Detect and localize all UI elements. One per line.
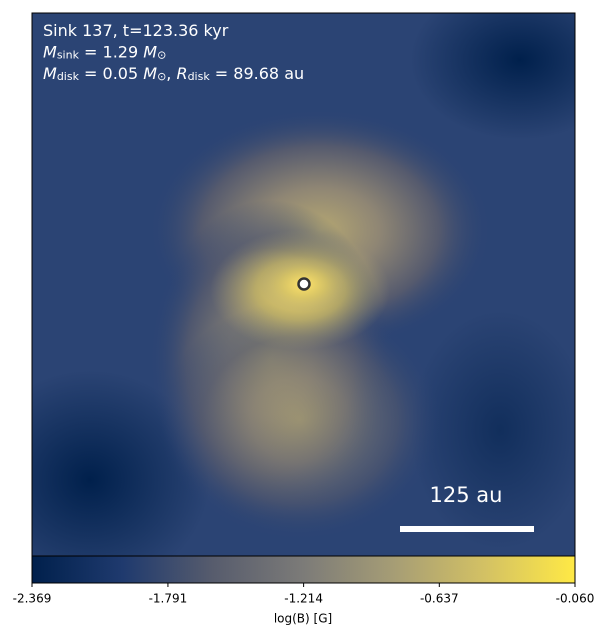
- colorbar-tick-label: -1.791: [149, 592, 188, 606]
- field-image: [32, 13, 575, 556]
- colorbar-tick-label: -2.369: [13, 592, 52, 606]
- annotation-part: ⊙: [157, 48, 166, 61]
- annotation-part: M: [43, 42, 57, 61]
- annotation-part: ,: [166, 64, 176, 83]
- annotation-part: R: [176, 64, 187, 83]
- annotation: Msink = 1.29 M⊙: [43, 42, 166, 61]
- colorbar: -2.369 -1.791 -1.214 -0.637 -0.060: [13, 555, 595, 606]
- annotation-part: M: [143, 64, 157, 83]
- colorbar-tick-label: -1.214: [284, 592, 323, 606]
- colorbar-tick-label: -0.637: [420, 592, 459, 606]
- annotation-part: = 0.05: [79, 64, 143, 83]
- annotation-part: = 89.68 au: [210, 64, 304, 83]
- annotation-part: Sink 137, t=123.36 kyr: [43, 21, 229, 40]
- scale-bar: [400, 526, 534, 532]
- annotation-part: M: [143, 42, 157, 61]
- sink-marker: [297, 277, 311, 291]
- colorbar-fill: [31, 555, 576, 584]
- annotation-part: ⊙: [157, 70, 166, 83]
- scale-bar-label: 125 au: [430, 483, 503, 507]
- annotation: Mdisk = 0.05 M⊙, Rdisk = 89.68 au: [43, 64, 304, 83]
- annotation-part: disk: [188, 70, 211, 83]
- colorbar-tick-label: -0.060: [556, 592, 595, 606]
- annotation-part: M: [43, 64, 57, 83]
- colorbar-label: log(B) [G]: [274, 612, 332, 626]
- annotation-part: = 1.29: [79, 42, 143, 61]
- annotation-part: disk: [57, 70, 80, 83]
- annotation: Sink 137, t=123.36 kyr: [43, 21, 229, 40]
- annotation-part: sink: [57, 48, 80, 61]
